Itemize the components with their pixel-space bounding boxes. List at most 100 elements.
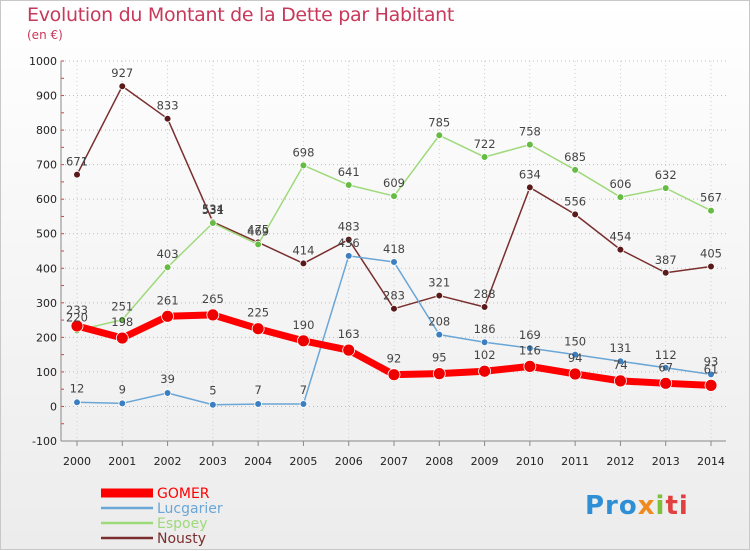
- point-lucgarier: [707, 370, 715, 379]
- value-label-espoey: 722: [474, 137, 496, 151]
- value-label-espoey: 606: [609, 177, 631, 191]
- point-lucgarier: [616, 357, 625, 366]
- point-nousty: [616, 245, 625, 254]
- point-espoey: [390, 192, 398, 200]
- x-tick-label: 2001: [108, 455, 136, 468]
- point-lucgarier: [435, 330, 444, 339]
- value-label-lucgarier: 436: [338, 236, 360, 250]
- value-label-lucgarier: 9: [119, 382, 126, 396]
- value-labels: 6719278335344754144832833212886345564543…: [66, 66, 722, 398]
- point-gomer: [523, 359, 537, 373]
- value-label-gomer: 198: [111, 315, 133, 329]
- value-label-nousty: 414: [292, 243, 314, 257]
- point-espoey: [344, 181, 353, 189]
- point-gomer: [297, 334, 310, 348]
- value-label-espoey: 220: [66, 310, 88, 324]
- point-gomer: [478, 364, 491, 378]
- point-gomer: [206, 308, 220, 322]
- point-nousty: [435, 291, 444, 300]
- y-tick-label: 0: [50, 400, 57, 413]
- x-tick-label: 2000: [63, 455, 91, 468]
- value-label-nousty: 833: [157, 99, 179, 113]
- value-label-espoey: 785: [428, 115, 450, 129]
- value-label-gomer: 61: [704, 362, 719, 376]
- point-gomer: [115, 331, 129, 345]
- chart-subtitle: (en €): [27, 28, 63, 42]
- point-lucgarier: [526, 344, 534, 352]
- point-nousty: [163, 114, 172, 123]
- x-tick-label: 2005: [289, 455, 317, 468]
- value-label-gomer: 163: [338, 327, 360, 341]
- value-label-espoey: 632: [655, 168, 677, 182]
- value-label-nousty: 283: [383, 289, 405, 303]
- value-label-nousty: 288: [474, 287, 496, 301]
- point-nousty: [299, 259, 308, 268]
- x-tick-label: 2013: [652, 455, 680, 468]
- x-tick-label: 2014: [697, 455, 725, 468]
- x-tick-label: 2012: [606, 455, 634, 468]
- point-lucgarier: [163, 389, 172, 397]
- value-label-nousty: 321: [428, 276, 450, 290]
- y-tick-label: 700: [36, 159, 57, 172]
- point-espoey: [480, 153, 489, 161]
- value-label-gomer: 233: [66, 303, 88, 317]
- value-label-gomer: 116: [519, 343, 541, 357]
- point-lucgarier: [344, 252, 353, 260]
- value-label-gomer: 225: [247, 306, 269, 320]
- y-tick-label: 300: [36, 297, 57, 310]
- x-tick-label: 2004: [244, 455, 272, 468]
- point-nousty: [390, 304, 398, 313]
- point-espoey: [435, 131, 444, 140]
- proxiti-logo: Proxiti: [585, 491, 689, 521]
- value-label-nousty: 556: [564, 194, 586, 208]
- axes: -100 0 100 200 300 400 500 600 700 800 900 1000 2000…: [29, 55, 726, 468]
- point-lucgarier: [209, 400, 217, 409]
- value-label-espoey: 251: [111, 300, 133, 314]
- y-tick-label: 600: [36, 193, 57, 206]
- y-tick-label: 800: [36, 124, 57, 137]
- point-nousty: [344, 235, 353, 244]
- value-label-nousty: 534: [202, 202, 224, 216]
- value-label-espoey: 698: [292, 145, 314, 159]
- y-tick-label: -100: [32, 435, 57, 448]
- point-lucgarier: [73, 398, 81, 407]
- value-label-espoey: 609: [383, 176, 405, 190]
- y-tick-label: 900: [36, 90, 57, 103]
- value-label-nousty: 405: [700, 247, 722, 261]
- x-tick-label: 2011: [561, 455, 589, 468]
- point-gomer: [70, 319, 84, 333]
- value-label-gomer: 265: [202, 292, 224, 306]
- point-lucgarier: [480, 338, 489, 347]
- value-label-gomer: 190: [292, 318, 314, 332]
- value-label-espoey: 567: [700, 191, 722, 205]
- point-lucgarier: [254, 400, 262, 408]
- point-gomer: [342, 343, 356, 357]
- y-tick-label: 200: [36, 331, 57, 344]
- value-label-nousty: 483: [338, 220, 360, 234]
- point-espoey: [299, 161, 308, 170]
- value-label-gomer: 74: [613, 358, 628, 372]
- value-label-lucgarier: 186: [474, 322, 496, 336]
- value-label-lucgarier: 7: [300, 383, 307, 397]
- point-lucgarier: [571, 350, 579, 359]
- value-label-espoey: 469: [247, 224, 269, 238]
- y-tick-label: 500: [36, 228, 57, 241]
- value-label-nousty: 454: [609, 230, 631, 244]
- value-label-lucgarier: 39: [160, 372, 175, 386]
- value-label-espoey: 641: [338, 165, 360, 179]
- point-espoey: [163, 263, 172, 272]
- point-espoey: [571, 166, 579, 174]
- point-gomer: [251, 322, 265, 336]
- value-label-gomer: 95: [432, 351, 447, 365]
- y-tick-label: 1000: [29, 55, 57, 68]
- point-nousty: [526, 183, 534, 192]
- point-lucgarier: [661, 363, 670, 372]
- legend-label-gomer: GOMER: [157, 486, 210, 502]
- y-tick-label: 100: [36, 366, 57, 379]
- legend-label-nousty: Nousty: [157, 531, 206, 547]
- value-label-nousty: 475: [247, 222, 269, 236]
- point-nousty: [571, 210, 579, 219]
- series-layer: [70, 82, 718, 409]
- point-nousty: [661, 268, 670, 277]
